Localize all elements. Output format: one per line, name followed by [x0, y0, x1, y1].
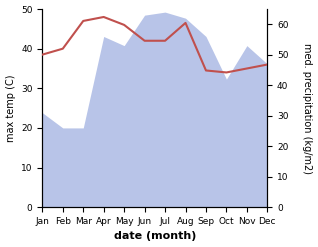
Y-axis label: max temp (C): max temp (C) [5, 74, 16, 142]
Y-axis label: med. precipitation (kg/m2): med. precipitation (kg/m2) [302, 43, 313, 174]
X-axis label: date (month): date (month) [114, 231, 196, 242]
